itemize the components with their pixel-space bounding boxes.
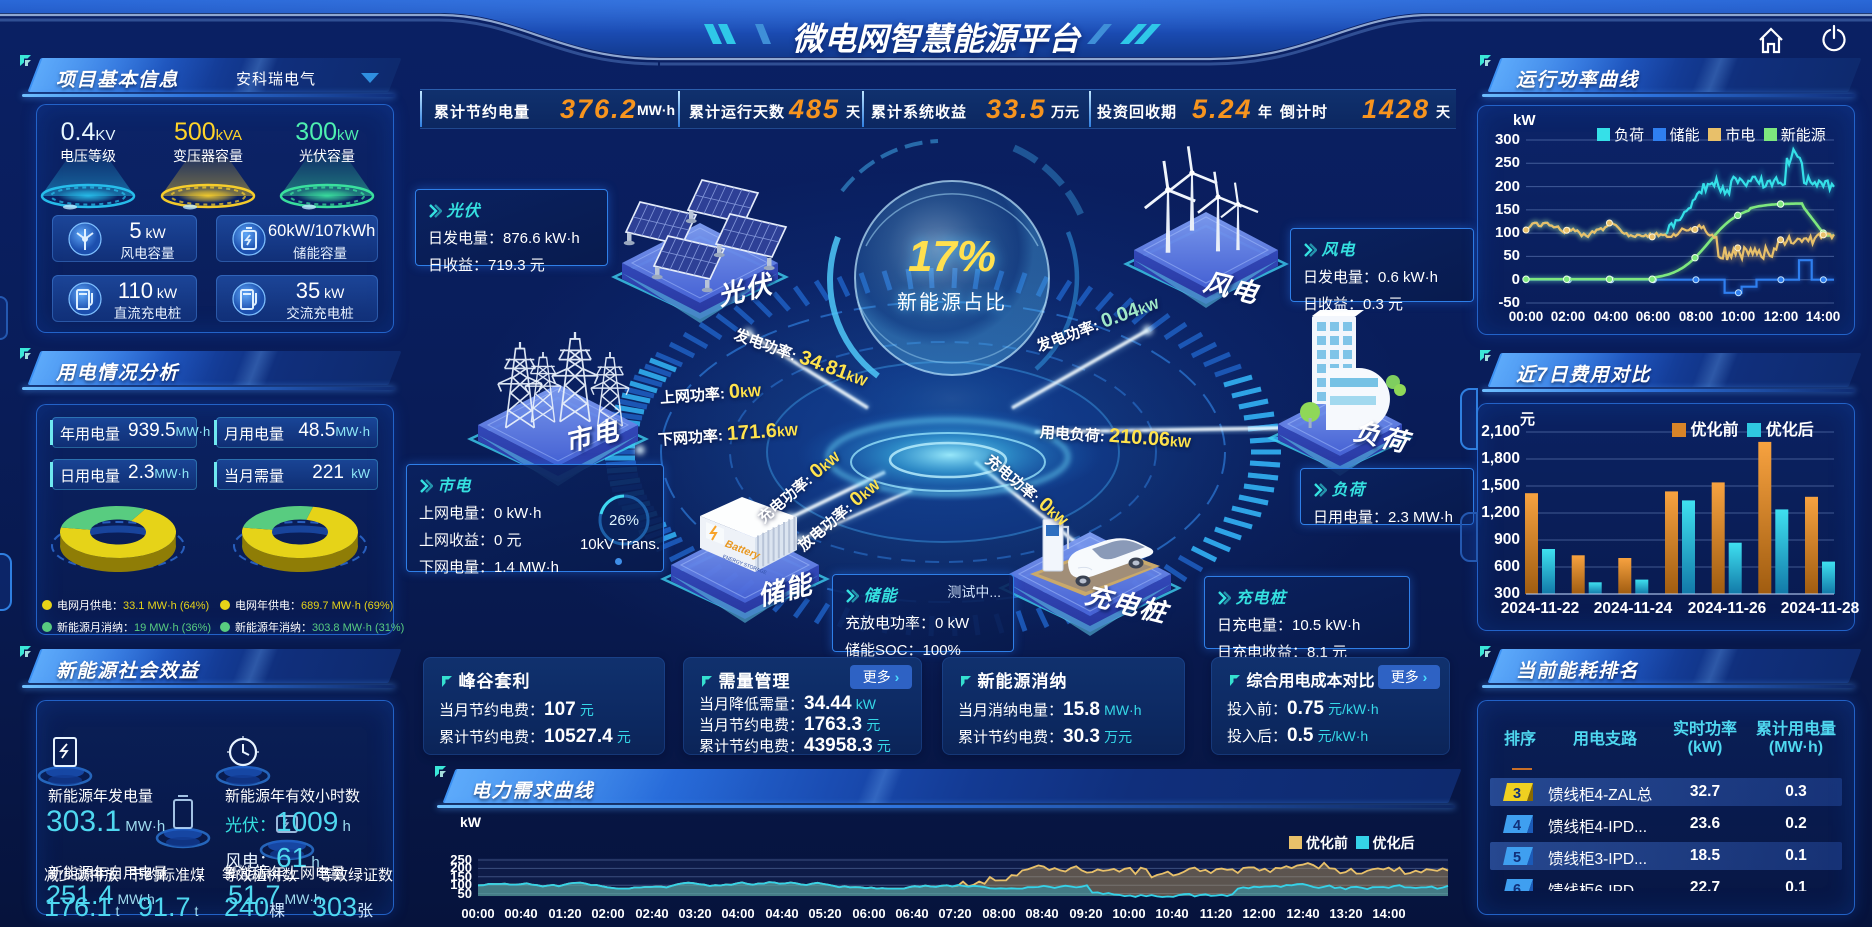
svg-text:26%: 26% <box>609 512 639 529</box>
svg-text:5: 5 <box>1513 850 1521 866</box>
svg-text:6: 6 <box>1513 882 1521 891</box>
svg-text:4: 4 <box>1513 818 1521 834</box>
svg-text:3: 3 <box>1513 786 1521 802</box>
